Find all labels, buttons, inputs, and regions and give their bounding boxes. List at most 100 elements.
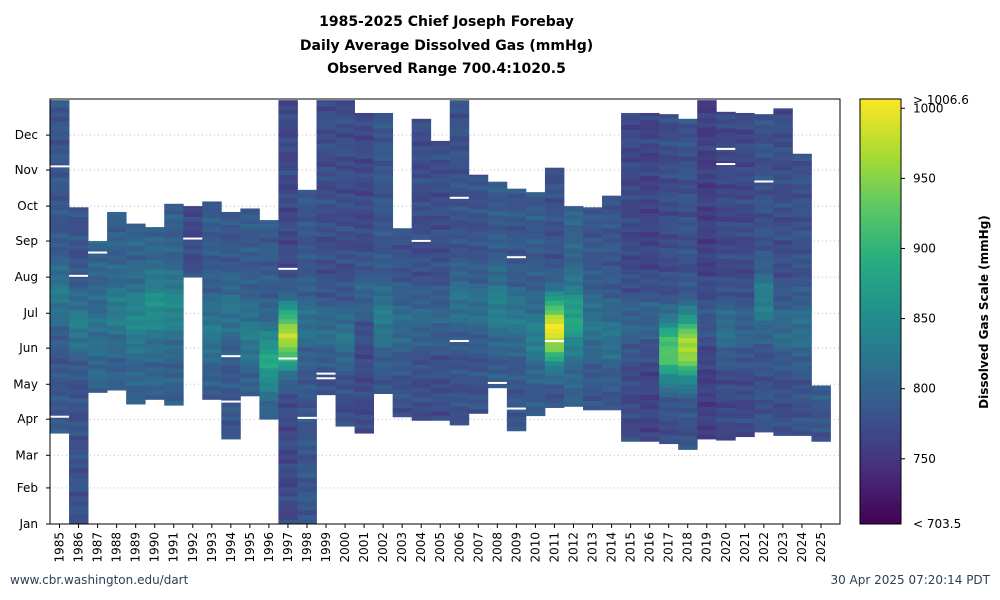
heatmap-cell [69,216,89,222]
heatmap-cell [487,289,508,296]
heatmap-cell [449,266,470,272]
heatmap-cell [335,114,355,120]
heatmap-cell [525,355,546,361]
heatmap-cell [411,168,432,174]
heatmap-cell [259,405,279,411]
heatmap-cell [316,119,336,126]
heatmap-cell [754,180,774,186]
heatmap-cell [278,510,298,516]
heatmap-cell [373,309,394,315]
heatmap-cell [525,262,546,268]
heatmap-cell [602,316,622,322]
heatmap-cell [278,188,298,194]
heatmap-cell [773,365,793,371]
heatmap-cell [659,140,679,146]
heatmap-cell [468,296,489,303]
heatmap-cell [621,380,641,386]
heatmap-cell [411,280,432,286]
heatmap-cell [678,258,698,264]
heatmap-cell [316,105,336,112]
heatmap-cell [563,266,584,272]
heatmap-cell [240,218,260,224]
footer-website-link[interactable]: www.cbr.washington.edu/dart [10,573,189,587]
heatmap-cell [316,269,336,275]
heatmap-cell [563,206,584,212]
heatmap-cell [525,238,546,244]
heatmap-cell [430,280,451,286]
heatmap-cell [392,300,413,306]
heatmap-cell [164,288,184,294]
heatmap-cell [373,179,394,185]
heatmap-cell [754,217,774,223]
heatmap-cell [716,291,736,297]
heatmap-cell [583,400,603,406]
heatmap-cell [468,189,489,195]
heatmap-cell [221,327,241,333]
heatmap-cell [240,326,260,332]
heatmap-cell [240,335,260,341]
heatmap-cell [602,358,622,364]
heatmap-cell [335,286,355,292]
heatmap-cell [697,103,717,109]
heatmap-cell [678,123,698,129]
heatmap-cell [373,132,394,138]
heatmap-cell [659,201,679,207]
heatmap-cell [411,126,432,133]
heatmap-cell [487,303,508,309]
heatmap-cell [164,218,184,224]
heatmap-cell [373,323,394,329]
year-column-2014 [602,195,622,411]
heatmap-cell [69,365,89,371]
heatmap-cell [335,258,355,264]
heatmap-cell [735,203,755,209]
heatmap-cell [792,351,812,357]
heatmap-cell [259,260,279,266]
heatmap-cell [735,124,755,130]
heatmap-cell [259,358,279,364]
heatmap-cell [145,338,165,344]
heatmap-cell [411,220,432,226]
heatmap-cell [449,369,470,375]
heatmap-cell [430,187,451,193]
heatmap-cell [525,313,546,319]
heatmap-cell [563,327,584,333]
heatmap-cell [373,128,394,134]
heatmap-cell [697,252,717,258]
heatmap-cell [640,390,660,396]
heatmap-cell [411,327,432,333]
heatmap-cell [297,230,317,236]
heatmap-cell [487,280,508,286]
heatmap-cell [487,345,508,351]
heatmap-cell [449,196,470,202]
heatmap-cell [563,392,584,398]
heatmap-cell [373,272,394,278]
heatmap-cell [678,342,698,348]
heatmap-cell [297,314,317,320]
heatmap-cell [811,418,831,424]
heatmap-cell [506,211,527,218]
heatmap-cell [640,259,660,265]
heatmap-cell [697,327,717,333]
heatmap-cell [221,378,241,384]
heatmap-cell [678,221,698,227]
heatmap-cell [678,444,698,450]
heatmap-cell [278,184,298,190]
heatmap-cell [754,143,774,149]
heatmap-cell [50,274,70,280]
heatmap-cell [430,168,451,174]
heatmap-cell [792,286,812,292]
heatmap-cell [506,197,527,204]
heatmap-cell [240,363,260,369]
heatmap-cell [278,160,298,166]
heatmap-cell [678,132,698,138]
heatmap-cell [240,344,260,350]
heatmap-cell [544,314,565,320]
heatmap-cell [316,147,336,153]
x-tick-label: 2018 [681,532,695,563]
heatmap-cell [297,496,317,502]
heatmap-cell [50,139,70,145]
heatmap-cell [259,265,279,271]
heatmap-cell [525,350,546,356]
heatmap-cell [506,300,527,306]
heatmap-cell [640,217,660,223]
